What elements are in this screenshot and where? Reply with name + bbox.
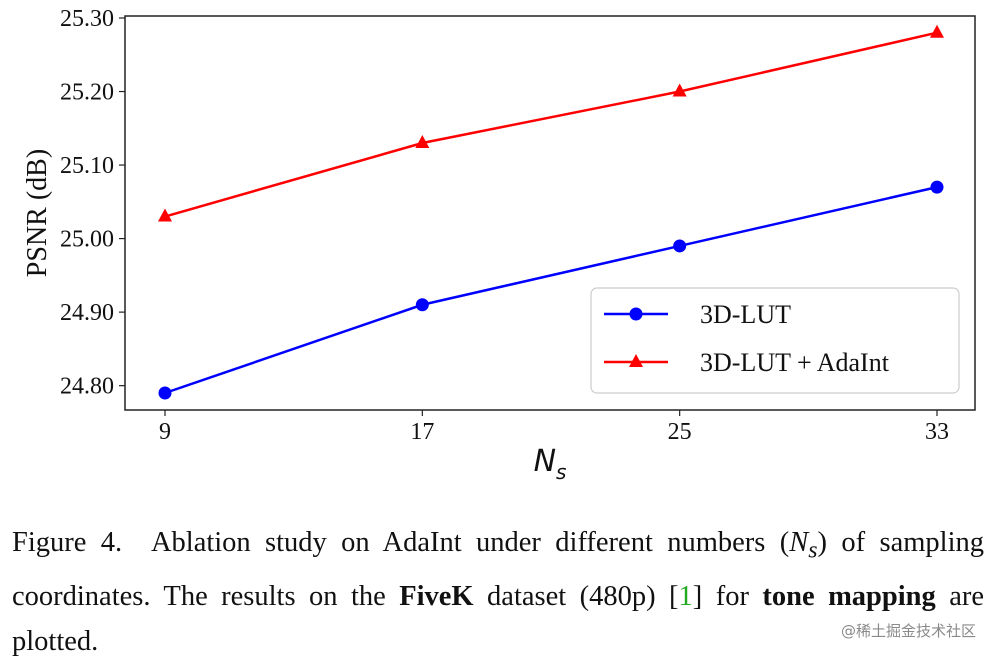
data-point-triangle xyxy=(415,135,430,148)
ns-symbol: N xyxy=(789,527,809,558)
x-axis-title: Ns xyxy=(534,444,567,484)
caption-text-1: Ablation study on AdaInt under different… xyxy=(150,527,790,558)
legend-marker-adaint xyxy=(629,354,643,367)
legend-box xyxy=(590,287,960,394)
series-line-0 xyxy=(164,185,938,395)
y-tick-label: 25.10 xyxy=(60,153,114,179)
figure-label: Figure 4. xyxy=(12,527,123,558)
y-tick-label: 25.20 xyxy=(60,80,114,106)
line-chart: 24.80 24.90 25.00 25.10 25.20 25.30 9 17 25 33 P… xyxy=(22,6,976,484)
data-point-circle xyxy=(158,386,172,400)
legend-label-adaint: 3D-LUT + AdaInt xyxy=(700,348,890,377)
y-tick-label: 25.30 xyxy=(60,6,114,32)
data-point-circle xyxy=(930,180,944,194)
y-axis-title: PSNR (dB) xyxy=(22,149,53,277)
data-point-circle xyxy=(673,239,687,253)
caption-text-3: dataset (480p) [ xyxy=(473,580,679,612)
citation-link[interactable]: 1 xyxy=(678,580,693,612)
ns-subscript: s xyxy=(808,537,818,564)
x-tick-label: 9 xyxy=(159,419,171,445)
y-tick-label: 25.00 xyxy=(60,227,114,253)
caption-text-4: ] for xyxy=(692,580,763,612)
x-axis-ticks: 9 17 25 33 xyxy=(159,410,949,445)
series-layer xyxy=(158,24,944,400)
data-point-triangle xyxy=(672,83,687,97)
task-name: tone mapping xyxy=(762,580,936,612)
figure-caption: Figure 4. Ablation study on AdaInt under… xyxy=(12,520,984,664)
y-tick-label: 24.80 xyxy=(60,374,114,400)
plot-frame xyxy=(124,15,976,411)
data-point-triangle xyxy=(158,208,172,222)
data-point-circle xyxy=(415,298,429,312)
caption-text-5: are plotted. xyxy=(12,580,985,657)
watermark: @稀土掘金技术社区 xyxy=(840,622,976,640)
y-tick-label: 24.90 xyxy=(60,300,114,326)
legend-marker-3d-lut xyxy=(629,307,643,321)
dataset-name: FiveK xyxy=(399,580,474,612)
y-axis-ticks: 24.80 24.90 25.00 25.10 25.20 25.30 xyxy=(60,6,125,400)
x-tick-label: 33 xyxy=(925,419,949,445)
x-tick-label: 17 xyxy=(410,419,434,445)
legend-label-3d-lut: 3D-LUT xyxy=(700,300,791,329)
legend: 3D-LUT 3D-LUT + AdaInt xyxy=(590,287,960,394)
x-tick-label: 25 xyxy=(668,419,692,445)
caption-text-2: ) of sampling coordinates. The results o… xyxy=(12,527,985,612)
series-line-1 xyxy=(164,31,938,218)
data-point-triangle xyxy=(930,24,944,38)
